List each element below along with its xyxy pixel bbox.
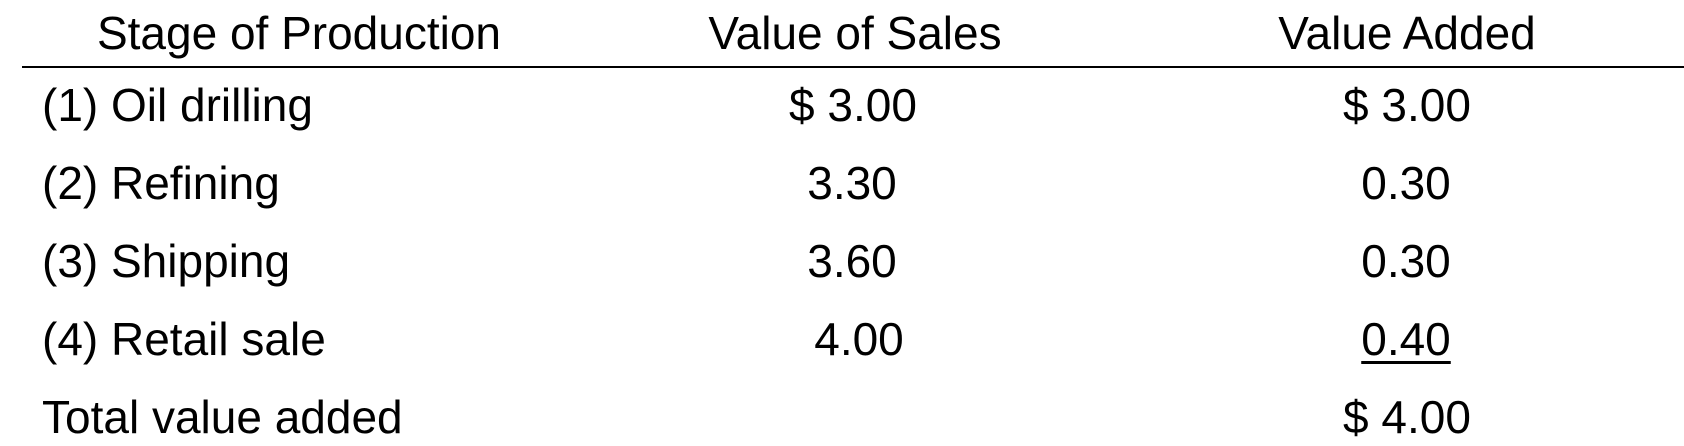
header-value-of-sales: Value of Sales: [708, 7, 1002, 59]
total-value-added: $ 4.00: [1343, 391, 1471, 443]
row-4-sales: 4.00: [814, 313, 904, 365]
row-3-sales: 3.60: [807, 235, 897, 287]
row-3-stage: (3) Shipping: [42, 235, 291, 287]
row-4-stage: (4) Retail sale: [42, 313, 326, 365]
row-1-stage: (1) Oil drilling: [42, 79, 313, 131]
row-2-added: 0.30: [1361, 157, 1451, 209]
row-3-added: 0.30: [1361, 235, 1451, 287]
row-2-sales: 3.30: [807, 157, 897, 209]
row-1-sales: $ 3.00: [789, 79, 917, 131]
row-2-stage: (2) Refining: [42, 157, 280, 209]
row-4-added: 0.40: [1361, 313, 1451, 365]
header-divider: [22, 66, 1684, 68]
row-1-added: $ 3.00: [1343, 79, 1471, 131]
header-stage-of-production: Stage of Production: [96, 7, 502, 59]
total-label: Total value added: [42, 391, 403, 443]
header-value-added: Value Added: [1278, 7, 1536, 59]
